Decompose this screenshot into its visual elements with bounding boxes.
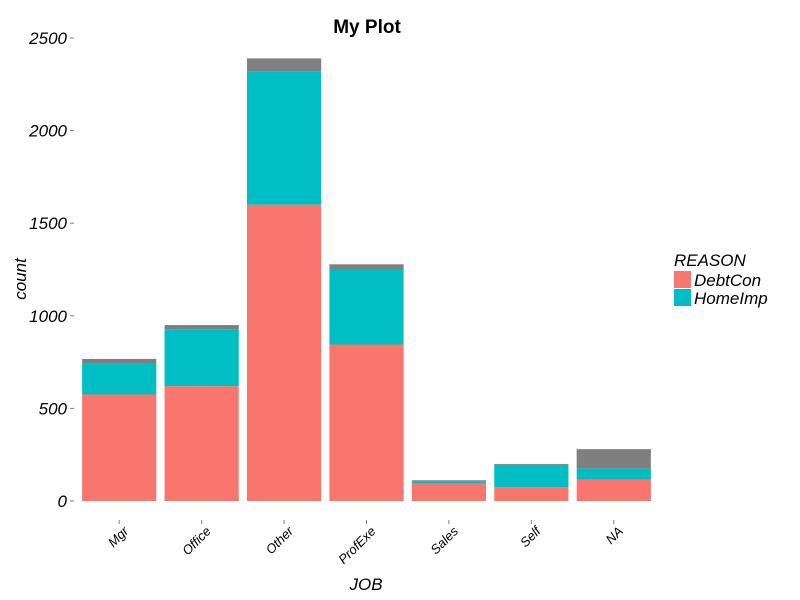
bar-office-series-2 — [164, 325, 239, 330]
bar-na-homeimp — [576, 468, 651, 480]
bar-na-debtcon — [576, 479, 651, 501]
legend-label-debtcon: DebtCon — [694, 271, 761, 290]
bar-sales-series-2 — [411, 480, 487, 482]
chart-title: My Plot — [333, 17, 401, 38]
x-tick-label: Self — [517, 523, 544, 550]
bar-other-debtcon — [246, 204, 322, 501]
y-tick-label: 1500 — [29, 214, 67, 233]
x-tick-label: Office — [179, 524, 214, 559]
bar-office-homeimp — [164, 329, 239, 387]
legend: REASON DebtCon HomeImp — [674, 251, 768, 308]
x-tick-label: Mgr — [105, 523, 132, 550]
x-tick-label: NA — [603, 524, 626, 547]
bar-profexe-homeimp — [329, 269, 404, 345]
bar-na-series-2 — [576, 449, 651, 469]
y-tick-label: 2500 — [28, 29, 67, 48]
y-axis-title: count — [11, 257, 30, 300]
bar-mgr-debtcon — [82, 394, 157, 501]
bar-self-series-2 — [494, 463, 569, 465]
y-axis: 0 500 1000 1500 2000 2500 — [28, 29, 74, 511]
bar-other-series-2 — [246, 58, 322, 72]
bar-mgr-series-2 — [82, 358, 157, 364]
y-tick-label: 0 — [58, 492, 68, 511]
legend-label-homeimp: HomeImp — [694, 289, 768, 308]
bar-sales-homeimp — [411, 481, 487, 484]
y-tick-label: 1000 — [29, 307, 67, 326]
x-axis-title: JOB — [348, 575, 382, 594]
x-axis: Mgr Office Other ProfExe Sales Self NA — [105, 520, 626, 567]
x-tick-label: Other — [263, 523, 297, 557]
x-tick-label: Sales — [427, 523, 461, 557]
legend-key-debtcon — [674, 271, 691, 288]
bar-profexe-debtcon — [329, 344, 404, 501]
bar-self-debtcon — [494, 487, 569, 501]
y-tick-label: 2000 — [28, 122, 67, 141]
x-tick-label: ProfExe — [335, 524, 378, 567]
y-tick-label: 500 — [39, 399, 68, 418]
bar-self-homeimp — [494, 464, 569, 488]
legend-title: REASON — [674, 251, 747, 270]
bar-mgr-homeimp — [82, 363, 157, 395]
bar-office-debtcon — [164, 386, 239, 501]
legend-key-homeimp — [674, 289, 691, 306]
bar-sales-debtcon — [411, 483, 487, 501]
bar-profexe-series-2 — [329, 264, 404, 270]
bar-other-homeimp — [246, 71, 322, 205]
bars-layer — [82, 58, 651, 501]
